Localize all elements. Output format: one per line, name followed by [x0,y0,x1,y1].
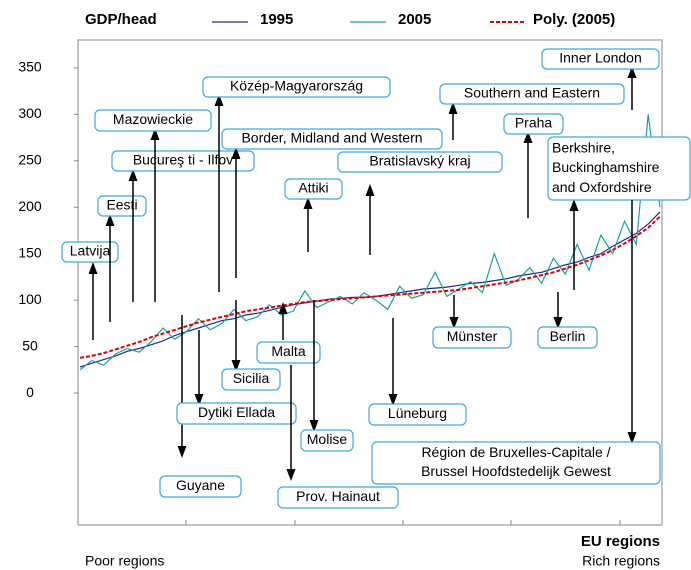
annotation-text: Berkshire, [552,140,615,156]
annotation-text: Border, Midland and Western [241,130,422,146]
annotation-text: Lüneburg [388,405,447,421]
y-tick-label: 350 [18,59,42,75]
annotation-box [176,402,297,425]
annotation-box [439,83,625,105]
annotation-box [284,178,343,200]
annotation-text: Bucureş ti - Ilfov [133,152,233,168]
annotation-box [432,326,512,349]
x-axis-label: EU regions [581,533,660,550]
annotation-text: Eesti [106,197,137,213]
annotation-text: Bratislavský kraj [369,153,470,169]
y-tick-label: 200 [18,198,42,214]
plot-frame [77,39,663,526]
legend-label: 2005 [398,11,431,28]
annotation-box [221,368,281,391]
legend-label: 1995 [260,11,293,28]
y-tick-label: 300 [18,105,42,121]
legend-label: Poly. (2005) [533,11,615,28]
series-line [79,215,661,359]
annotation-text: Dytiki Ellada [198,404,275,420]
annotation-text: Berlin [550,328,586,344]
x-left-note: Poor regions [85,553,164,569]
x-ticks [185,520,621,525]
x-right-note: Rich regions [582,553,660,569]
annotation-text: Prov. Hainaut [296,488,380,504]
annotation-text: Buckinghamshire [552,159,660,175]
annotation-text: Attiki [298,180,328,196]
annotation-text: Mazowieckie [113,111,193,127]
y-tick-label: 50 [22,337,38,353]
annotation-box [94,109,212,132]
y-tick-label: 250 [18,151,42,167]
annotation-box [97,195,147,217]
legend-title: GDP/head [85,11,157,28]
annotation-box [159,475,242,498]
y-tick-label: 150 [18,244,42,260]
annotation-text: Molise [307,431,348,447]
annotation-box [300,429,354,452]
annotation-text: Guyane [176,477,225,493]
annotation-box [277,486,399,509]
annotation-text: Latvija [70,243,111,259]
annotation-text: Région de Bruxelles-Capitale / [421,444,610,460]
y-tick-label: 100 [18,291,42,307]
annotation-text: Southern and Eastern [464,85,600,101]
annotation-box [202,76,391,98]
annotation-box [371,441,661,485]
annotation-box [61,241,119,263]
annotation-box [221,128,443,150]
annotation-box [256,341,321,364]
annotation-text: Praha [515,115,553,131]
annotation-box [337,151,503,173]
annotation-text: Közép-Magyarország [230,78,363,94]
y-tick-label: 0 [26,384,34,400]
annotation-box [547,136,691,201]
annotation-box [537,326,598,349]
annotation-text: and Oxfordshire [552,179,652,195]
annotation-text: Malta [271,343,305,359]
annotation-text: Sicilia [233,370,270,386]
annotation-box [368,403,467,426]
annotation-text: Münster [447,328,498,344]
annotation-text: Brussel Hoofdstedelijk Gewest [421,463,611,479]
annotation-box [541,48,660,70]
annotation-box [503,113,564,135]
annotation-text: Inner London [559,50,642,66]
